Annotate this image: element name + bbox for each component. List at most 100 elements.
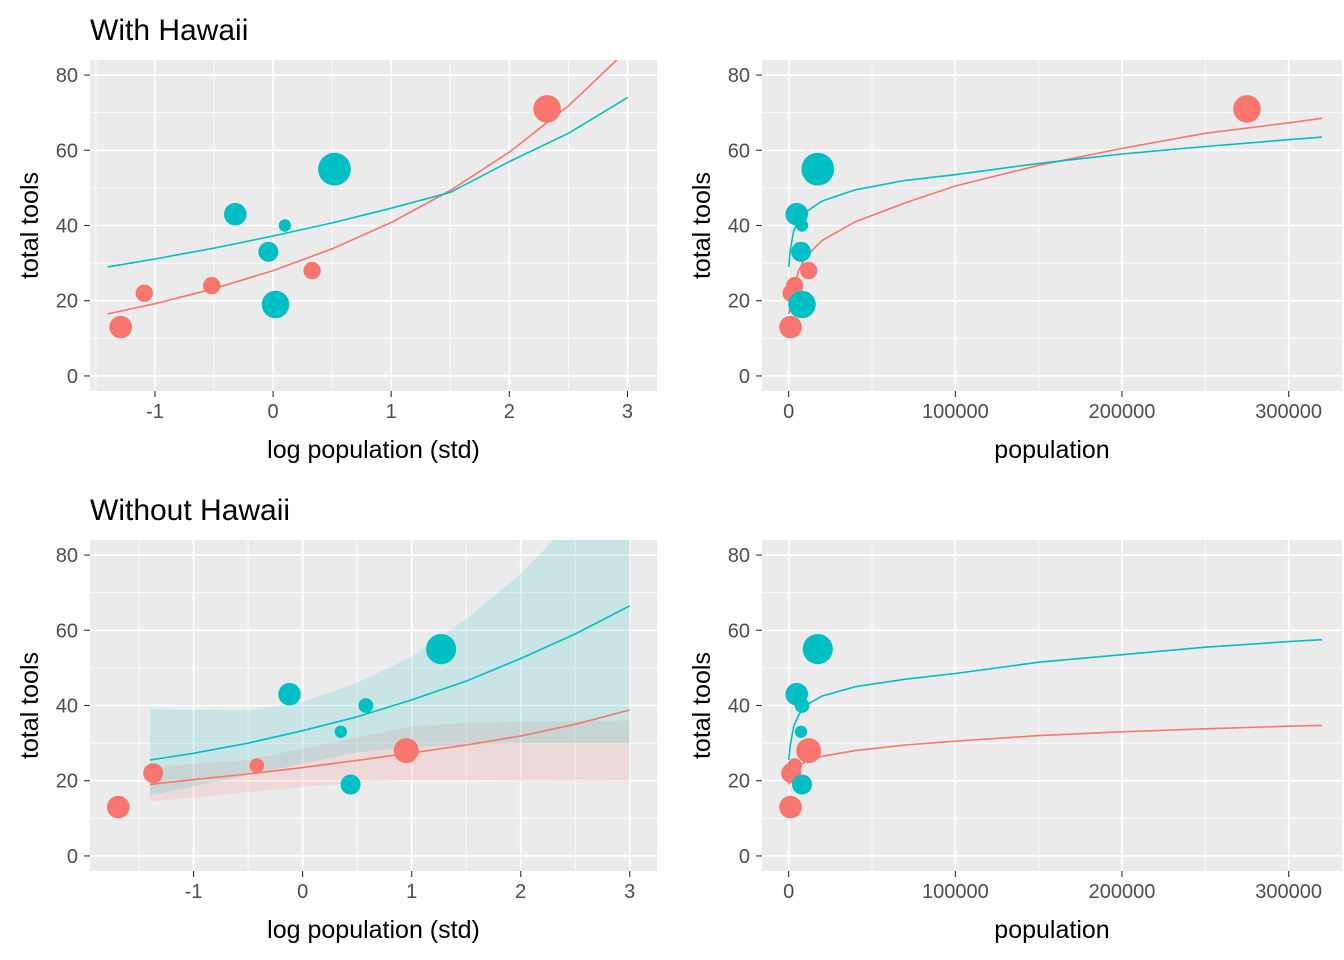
x-tick-label: 3	[624, 881, 635, 903]
x-tick-label: 3	[622, 401, 633, 423]
y-tick-label: 80	[56, 65, 78, 87]
x-axis-label: log population (std)	[267, 916, 480, 944]
data-point-red	[786, 277, 804, 295]
y-axis-label: total tools	[688, 172, 716, 279]
y-tick-label: 0	[739, 366, 750, 388]
fit-line-teal	[107, 96, 628, 268]
panel-3: -1 0 1 2 3 0 20 40 60 80 log population (std) total…	[16, 494, 657, 944]
data-point-red	[796, 738, 822, 764]
plot-area	[779, 95, 1323, 339]
y-tick-label: 60	[56, 620, 78, 642]
plot-area	[107, 60, 628, 339]
y-tick-label: 40	[728, 216, 750, 238]
y-tick-label: 40	[728, 696, 750, 718]
panel-2: 0 100000 200000 300000 0 20 40 60 80 population to…	[688, 60, 1342, 464]
y-tick-label: 20	[728, 291, 750, 313]
data-point-teal	[278, 682, 301, 706]
data-point-red	[249, 758, 265, 774]
y-tick-label: 60	[728, 620, 750, 642]
y-tick-label: 0	[739, 846, 750, 868]
data-point-teal	[278, 219, 292, 232]
x-tick-label: 200000	[1089, 401, 1156, 423]
data-point-teal	[426, 634, 457, 665]
data-point-red	[1233, 95, 1261, 123]
data-point-red	[393, 738, 419, 764]
y-tick-label: 80	[728, 545, 750, 567]
x-tick-label: 300000	[1255, 881, 1322, 903]
data-point-teal	[334, 725, 347, 738]
data-point-red	[800, 261, 818, 280]
data-point-teal	[261, 290, 290, 319]
y-tick-label: 20	[56, 771, 78, 793]
y-tick-label: 20	[728, 771, 750, 793]
x-tick-label: -1	[185, 881, 203, 903]
x-tick-label: 0	[297, 881, 308, 903]
y-tick-label: 80	[56, 545, 78, 567]
confidence-band-red	[150, 720, 630, 802]
x-tick-label: -1	[146, 401, 164, 423]
data-point-red	[779, 795, 802, 819]
data-point-red	[135, 284, 153, 302]
y-axis-label: total tools	[688, 652, 716, 759]
data-point-teal	[340, 774, 361, 795]
x-axis-label: population	[994, 916, 1109, 944]
y-tick-label: 0	[67, 366, 78, 388]
data-point-teal	[318, 152, 351, 186]
gridlines	[90, 540, 657, 871]
plot-area	[779, 634, 1323, 819]
data-point-red	[109, 315, 132, 339]
y-tick-label: 60	[56, 140, 78, 162]
data-point-red	[779, 315, 802, 339]
plot-area	[107, 540, 631, 819]
y-tick-label: 80	[728, 65, 750, 87]
y-tick-label: 0	[67, 846, 78, 868]
x-tick-label: 0	[268, 401, 279, 423]
y-axis-label: total tools	[16, 172, 44, 279]
data-point-teal	[224, 202, 247, 226]
data-point-teal	[358, 698, 374, 713]
data-point-teal	[794, 725, 808, 738]
panel-4: 0 100000 200000 300000 0 20 40 60 80 population to…	[688, 540, 1342, 944]
data-point-teal	[258, 241, 279, 262]
y-axis-label: total tools	[16, 652, 44, 759]
x-tick-label: 0	[783, 881, 794, 903]
fit-line-red	[149, 709, 630, 786]
x-tick-label: 2	[515, 881, 526, 903]
data-point-red	[533, 95, 561, 123]
data-point-teal	[795, 219, 809, 232]
y-tick-label: 20	[56, 291, 78, 313]
x-tick-label: 2	[504, 401, 515, 423]
gridlines	[90, 60, 657, 391]
data-point-red	[107, 795, 130, 819]
data-point-teal	[791, 241, 811, 262]
fit-line-teal	[149, 605, 631, 761]
y-tick-label: 40	[56, 216, 78, 238]
x-tick-label: 0	[783, 401, 794, 423]
x-tick-label: 100000	[922, 401, 989, 423]
panel-1: -1 0 1 2 3 0 20 40 60 80 log population (std) total…	[16, 14, 657, 464]
data-point-red	[203, 277, 221, 295]
fit-line-teal	[787, 136, 1323, 267]
fit-line-red	[107, 60, 618, 315]
data-point-teal	[794, 698, 810, 713]
panel-title: Without Hawaii	[90, 494, 290, 527]
x-axis-label: population	[994, 436, 1109, 464]
x-tick-label: 100000	[922, 881, 989, 903]
data-point-teal	[801, 152, 835, 186]
x-tick-label: 300000	[1255, 401, 1322, 423]
y-tick-label: 60	[728, 140, 750, 162]
x-tick-label: 1	[406, 881, 417, 903]
confidence-band-teal	[150, 540, 630, 796]
data-point-teal	[802, 634, 833, 665]
data-point-red	[303, 261, 321, 280]
data-point-teal	[788, 290, 816, 319]
fit-line-teal	[787, 638, 1323, 761]
x-tick-label: 200000	[1089, 881, 1156, 903]
data-point-red	[143, 763, 164, 784]
y-tick-label: 40	[56, 696, 78, 718]
x-axis-label: log population (std)	[267, 436, 480, 464]
panel-title: With Hawaii	[90, 14, 248, 47]
x-tick-label: 1	[386, 401, 397, 423]
